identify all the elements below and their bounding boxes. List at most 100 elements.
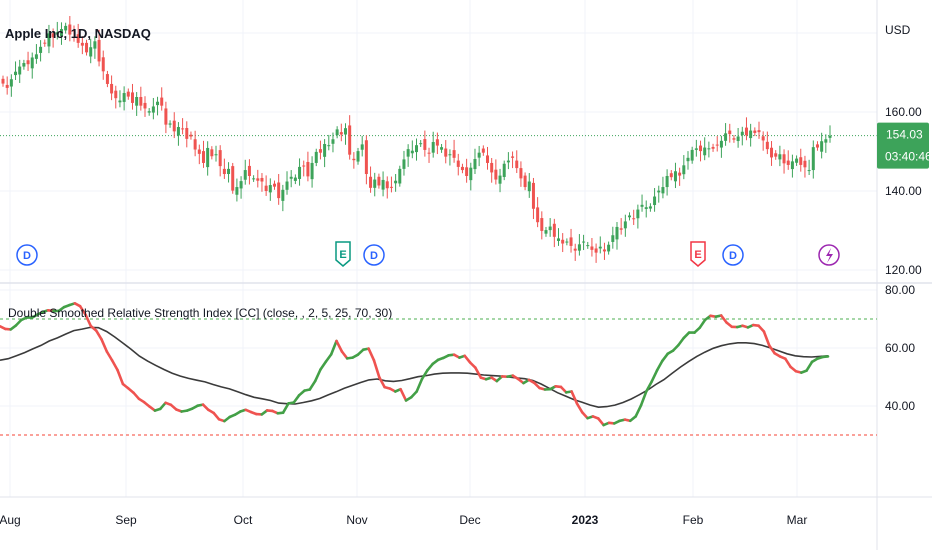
dsrsi-segment — [308, 379, 317, 391]
dsrsi-segment — [580, 411, 589, 420]
candle-body — [406, 149, 410, 157]
candle-body — [511, 156, 515, 158]
candle-body — [360, 144, 364, 150]
time-tick-label: Dec — [459, 513, 480, 527]
candle-body — [201, 151, 205, 163]
candle-body — [14, 71, 18, 76]
candle-body — [774, 153, 778, 157]
candle-body — [657, 190, 661, 193]
candle-body — [243, 170, 247, 180]
dsrsi-segment — [415, 377, 424, 393]
candle-body — [5, 84, 9, 88]
candle-body — [231, 166, 235, 191]
candle-body — [281, 189, 285, 201]
candle-body — [682, 165, 686, 175]
candle-body — [427, 152, 431, 154]
candle-body — [272, 183, 276, 187]
candle-body — [824, 139, 828, 143]
candle-body — [515, 160, 519, 169]
candle-body — [753, 130, 757, 133]
candle-body — [373, 179, 377, 188]
event-letter: D — [23, 250, 31, 262]
candle-body — [64, 25, 68, 31]
candle-body — [181, 128, 185, 130]
dsrsi-segment — [783, 357, 792, 369]
event-letter: D — [370, 250, 378, 262]
candle-body — [22, 63, 26, 67]
candle-body — [757, 130, 761, 133]
dividend-icon — [722, 244, 744, 266]
candle-body — [214, 154, 218, 156]
candle-body — [323, 143, 327, 157]
price-pane[interactable] — [0, 16, 877, 263]
dsrsi-segment — [335, 339, 344, 353]
candle-body — [402, 159, 406, 169]
candle-body — [694, 148, 698, 150]
earnings-icon — [335, 241, 351, 267]
candle-body — [381, 179, 385, 190]
candle-body — [135, 96, 139, 106]
candle-body — [210, 149, 214, 157]
candle-body — [586, 245, 590, 247]
grid-lines — [0, 0, 877, 497]
candle-body — [456, 160, 460, 167]
dsrsi-segment — [100, 337, 109, 353]
candle-body — [277, 182, 281, 199]
dsrsi-segment — [463, 354, 472, 364]
price-tick-label: 160.00 — [885, 105, 922, 119]
time-tick-label: 2023 — [572, 513, 599, 527]
candle-body — [477, 152, 481, 158]
candle-body — [473, 159, 477, 170]
time-tick-label: Aug — [0, 513, 21, 527]
candle-body — [527, 181, 531, 192]
currency-label: USD — [885, 23, 911, 37]
dsrsi-segment — [399, 387, 408, 402]
dsrsi-segment — [409, 390, 419, 399]
candle-body — [506, 160, 510, 163]
indicator-pane[interactable] — [0, 301, 877, 436]
candle-body — [523, 175, 527, 188]
dsrsi-segment — [719, 314, 728, 324]
candle-body — [176, 127, 180, 136]
candle-body — [573, 248, 577, 251]
candle-body — [611, 235, 615, 242]
dsrsi-segment — [655, 359, 664, 372]
candle-body — [640, 204, 644, 207]
candle-body — [410, 150, 414, 154]
dsrsi-segment — [698, 318, 707, 330]
indicator-tick-label: 60.00 — [885, 341, 915, 355]
candle-body — [820, 141, 824, 152]
candle-body — [47, 33, 51, 47]
candle-body — [732, 138, 736, 140]
candle-body — [803, 160, 807, 168]
candle-body — [498, 175, 502, 184]
candle-body — [394, 180, 398, 184]
candle-body — [519, 168, 523, 179]
candle-body — [636, 209, 640, 219]
candle-body — [490, 162, 494, 173]
candle-body — [782, 154, 786, 164]
event-letter: E — [694, 249, 701, 261]
candle-body — [602, 249, 606, 252]
event-letter: D — [729, 250, 737, 262]
candle-body — [85, 42, 89, 53]
candle-body — [540, 218, 544, 231]
indicator-title[interactable]: Double Smoothed Relative Strength Index … — [8, 306, 392, 320]
candle-body — [744, 127, 748, 136]
dsrsi-segment — [596, 417, 605, 427]
dsrsi-segment — [94, 329, 103, 341]
candle-body — [143, 102, 147, 109]
dsrsi-segment — [292, 393, 301, 404]
candle-body — [628, 215, 632, 218]
candle-body — [494, 169, 498, 180]
candle-body — [531, 182, 535, 209]
dsrsi-segment — [340, 350, 349, 360]
candle-body — [168, 123, 172, 125]
time-axis[interactable]: Aug Sep Oct Nov Dec 2023 Feb Mar — [0, 513, 807, 527]
split-bolt — [826, 248, 833, 263]
candle-body — [68, 24, 72, 35]
candle-body — [678, 172, 682, 176]
candle-body — [306, 161, 310, 177]
